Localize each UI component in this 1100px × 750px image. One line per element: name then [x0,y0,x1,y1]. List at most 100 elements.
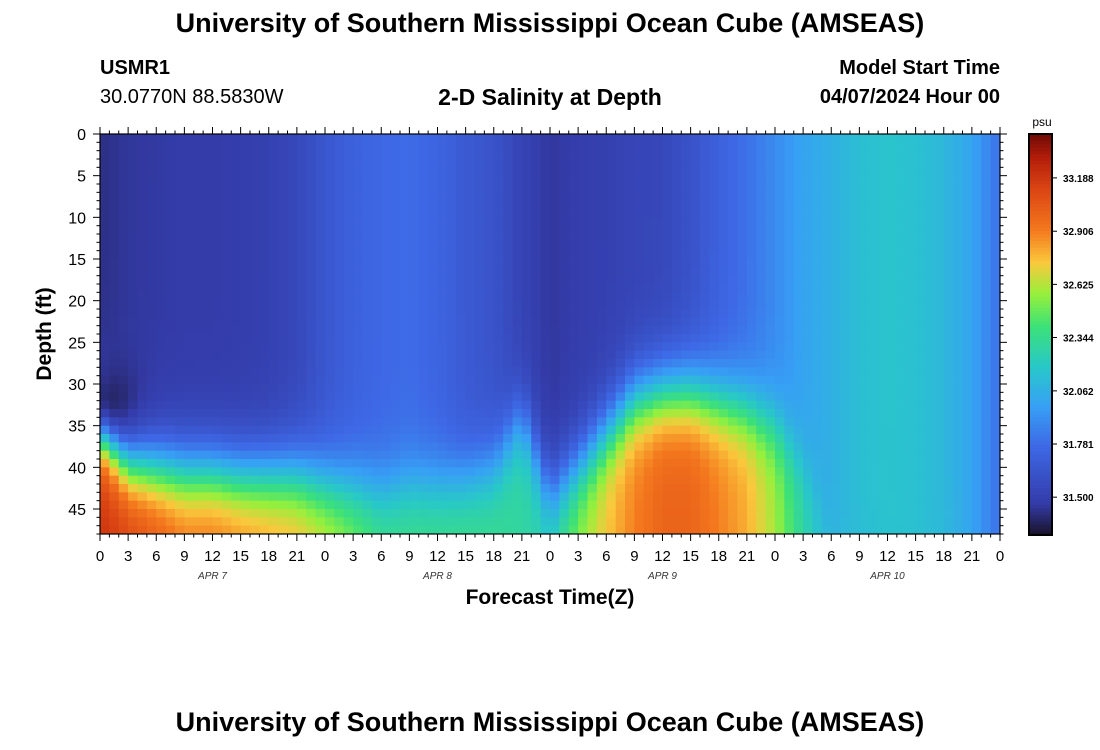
heatmap-cell [943,242,954,252]
heatmap-cell [868,275,879,285]
heatmap-cell [268,500,279,510]
heatmap-cell [362,292,373,302]
heatmap-cell [175,234,185,243]
heatmap-cell [381,134,392,143]
heatmap-cell [746,209,757,218]
heatmap-cell [531,275,542,285]
heatmap-cell [353,225,364,235]
heatmap-cell [540,517,551,527]
heatmap-cell [203,242,214,252]
heatmap-cell [775,509,785,518]
heatmap-cell [268,525,279,534]
heatmap-cell [568,259,579,268]
heatmap-cell [371,150,382,160]
heatmap-cell [465,442,476,452]
heatmap-cell [934,225,945,235]
heatmap-cell [175,334,185,343]
heatmap-cell [690,509,701,518]
heatmap-cell [596,192,607,202]
heatmap-cell [756,475,767,485]
heatmap-cell [925,250,935,260]
heatmap-cell [765,284,776,293]
heatmap-cell [634,225,645,235]
heatmap-cell [315,209,326,218]
heatmap-cell [259,184,270,193]
heatmap-cell [784,367,795,377]
heatmap-cell [381,359,392,368]
heatmap-cell [540,325,551,335]
heatmap-cell [475,525,485,534]
heatmap-cell [962,292,973,302]
heatmap-cell [634,525,645,534]
heatmap-cell [550,375,560,385]
heatmap-cell [821,359,832,368]
heatmap-cell [540,450,551,460]
heatmap-cell [943,225,954,235]
heatmap-cell [962,434,973,443]
heatmap-cell [250,475,260,485]
heatmap-cell [475,159,485,168]
heatmap-cell [756,367,767,377]
heatmap-cell [203,250,214,260]
heatmap-cell [334,200,345,210]
heatmap-cell [118,450,129,460]
heatmap-cell [146,450,157,460]
heatmap-cell [456,234,467,243]
heatmap-cell [175,200,185,210]
heatmap-cell [915,167,926,177]
heatmap-cell [981,175,992,185]
heatmap-cell [868,367,879,377]
heatmap-cell [437,459,448,468]
heatmap-cell [128,475,139,485]
heatmap-cell [821,200,832,210]
heatmap-cell [100,525,110,534]
heatmap-cell [615,500,626,510]
heatmap-cell [784,500,795,510]
heatmap-cell [990,384,1000,393]
heatmap-cell [128,292,139,302]
heatmap-cell [906,517,917,527]
heatmap-cell [700,242,710,252]
heatmap-cell [634,317,645,327]
heatmap-cell [128,484,139,493]
heatmap-cell [831,267,842,277]
heatmap-cell [465,425,476,435]
heatmap-cell [775,442,785,452]
heatmap-cell [915,292,926,302]
heatmap-cell [953,425,964,435]
heatmap-cell [578,159,589,168]
heatmap-cell [231,375,242,385]
heatmap-cell [306,392,317,402]
heatmap-cell [306,342,317,352]
heatmap-cell [156,492,167,502]
heatmap-cell [643,159,654,168]
heatmap-cell [278,425,289,435]
heatmap-cell [362,275,373,285]
heatmap-cell [212,292,223,302]
heatmap-cell [325,217,335,227]
heatmap-cell [231,142,242,152]
heatmap-cell [250,225,260,235]
heatmap-cell [493,334,504,343]
heatmap-cell [578,267,589,277]
heatmap-cell [268,150,279,160]
heatmap-cell [128,450,139,460]
heatmap-cell [343,334,354,343]
heatmap-cell [775,409,785,418]
heatmap-cell [240,500,251,510]
heatmap-cell [268,134,279,143]
heatmap-cell [962,234,973,243]
heatmap-cell [362,217,373,227]
heatmap-cell [268,184,279,193]
heatmap-cell [568,425,579,435]
heatmap-cell [231,150,242,160]
heatmap-cell [728,475,739,485]
heatmap-cell [381,184,392,193]
heatmap-cell [681,250,692,260]
heatmap-cell [953,159,964,168]
heatmap-cell [681,192,692,202]
heatmap-cell [887,184,898,193]
heatmap-cell [418,209,429,218]
heatmap-cell [812,234,823,243]
heatmap-cell [709,467,720,477]
